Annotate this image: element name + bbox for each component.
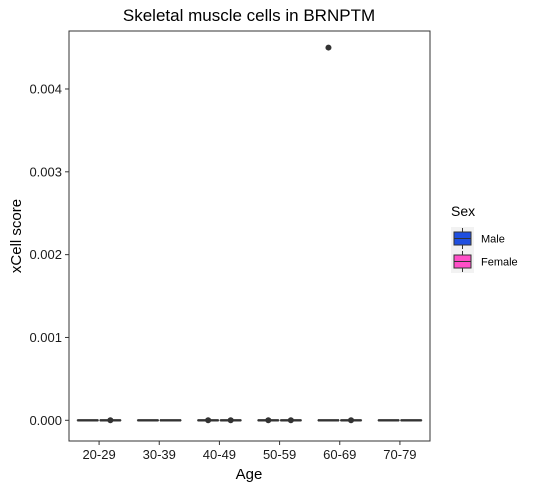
series-female [99, 417, 423, 424]
legend-item-female: Female [451, 250, 518, 273]
outlier-point [227, 417, 234, 424]
legend-title: Sex [451, 203, 475, 219]
legend: Sex Male Female [451, 203, 518, 273]
y-tick-label: 0.000 [29, 413, 62, 428]
plot-panel [68, 30, 431, 442]
y-tick-label: 0.004 [29, 81, 62, 96]
series-male [76, 44, 400, 424]
legend-label: Female [481, 257, 518, 269]
legend-label: Male [481, 234, 505, 246]
y-tick-label: 0.003 [29, 164, 62, 179]
outlier-point [265, 417, 272, 424]
y-axis: 0.000 0.001 0.002 0.003 0.004 [29, 81, 69, 428]
x-tick-label: 40-49 [203, 447, 236, 462]
x-tick-label: 70-79 [383, 447, 416, 462]
outlier-point [107, 417, 114, 424]
chart-title: Skeletal muscle cells in BRNPTM [123, 6, 375, 25]
outlier-point [348, 417, 355, 424]
x-tick-label: 30-39 [143, 447, 176, 462]
legend-item-male: Male [451, 227, 505, 250]
outlier-point [287, 417, 294, 424]
box-series [76, 44, 423, 424]
outlier-point [205, 417, 212, 424]
x-tick-label: 20-29 [82, 447, 115, 462]
y-axis-label: xCell score [8, 199, 25, 273]
x-tick-label: 60-69 [323, 447, 356, 462]
y-tick-label: 0.002 [29, 247, 62, 262]
y-tick-label: 0.001 [29, 330, 62, 345]
x-axis-label: Age [236, 466, 263, 483]
x-axis: 20-29 30-39 40-49 50-59 60-69 70-79 [82, 441, 417, 462]
outlier-point [325, 44, 332, 51]
x-tick-label: 50-59 [263, 447, 296, 462]
